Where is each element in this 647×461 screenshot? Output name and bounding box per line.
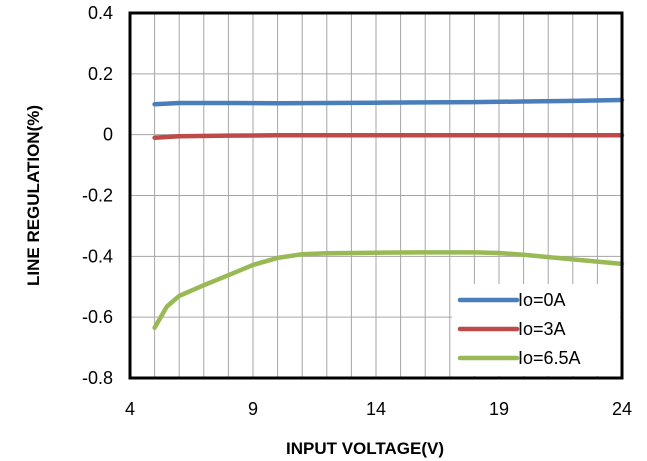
- y-tick-label: -0.4: [82, 246, 113, 266]
- legend-label-0: Io=0A: [518, 290, 566, 310]
- x-tick-label: 9: [248, 399, 258, 419]
- y-axis-label: LINE REGULATION(%): [24, 105, 43, 286]
- legend-label-2: Io=6.5A: [518, 348, 581, 368]
- series-line-1: [152, 133, 625, 140]
- y-tick-label: 0: [103, 125, 113, 145]
- series-line-0: [152, 97, 625, 107]
- plot-area-border: [128, 11, 624, 380]
- legend-label-1: Io=3A: [518, 319, 566, 339]
- x-axis-label: INPUT VOLTAGE(V): [286, 439, 444, 458]
- y-tick-label: -0.2: [82, 186, 113, 206]
- x-tick-label: 4: [125, 399, 135, 419]
- x-axis-tick-labels: 4 9 14 19 24: [125, 399, 632, 419]
- y-tick-label: -0.8: [82, 368, 113, 388]
- y-axis-tick-labels: 0.4 0.2 0 -0.2 -0.4 -0.6 -0.8: [82, 3, 113, 388]
- data-series: [152, 97, 625, 331]
- chart-legend: Io=0A Io=3A Io=6.5A: [452, 284, 620, 376]
- y-tick-label: 0.2: [88, 64, 113, 84]
- x-tick-label: 19: [489, 399, 509, 419]
- y-tick-label: 0.4: [88, 3, 113, 23]
- x-tick-label: 14: [366, 399, 386, 419]
- y-tick-label: -0.6: [82, 307, 113, 327]
- x-tick-label: 24: [612, 399, 632, 419]
- series-line-2: [152, 250, 625, 331]
